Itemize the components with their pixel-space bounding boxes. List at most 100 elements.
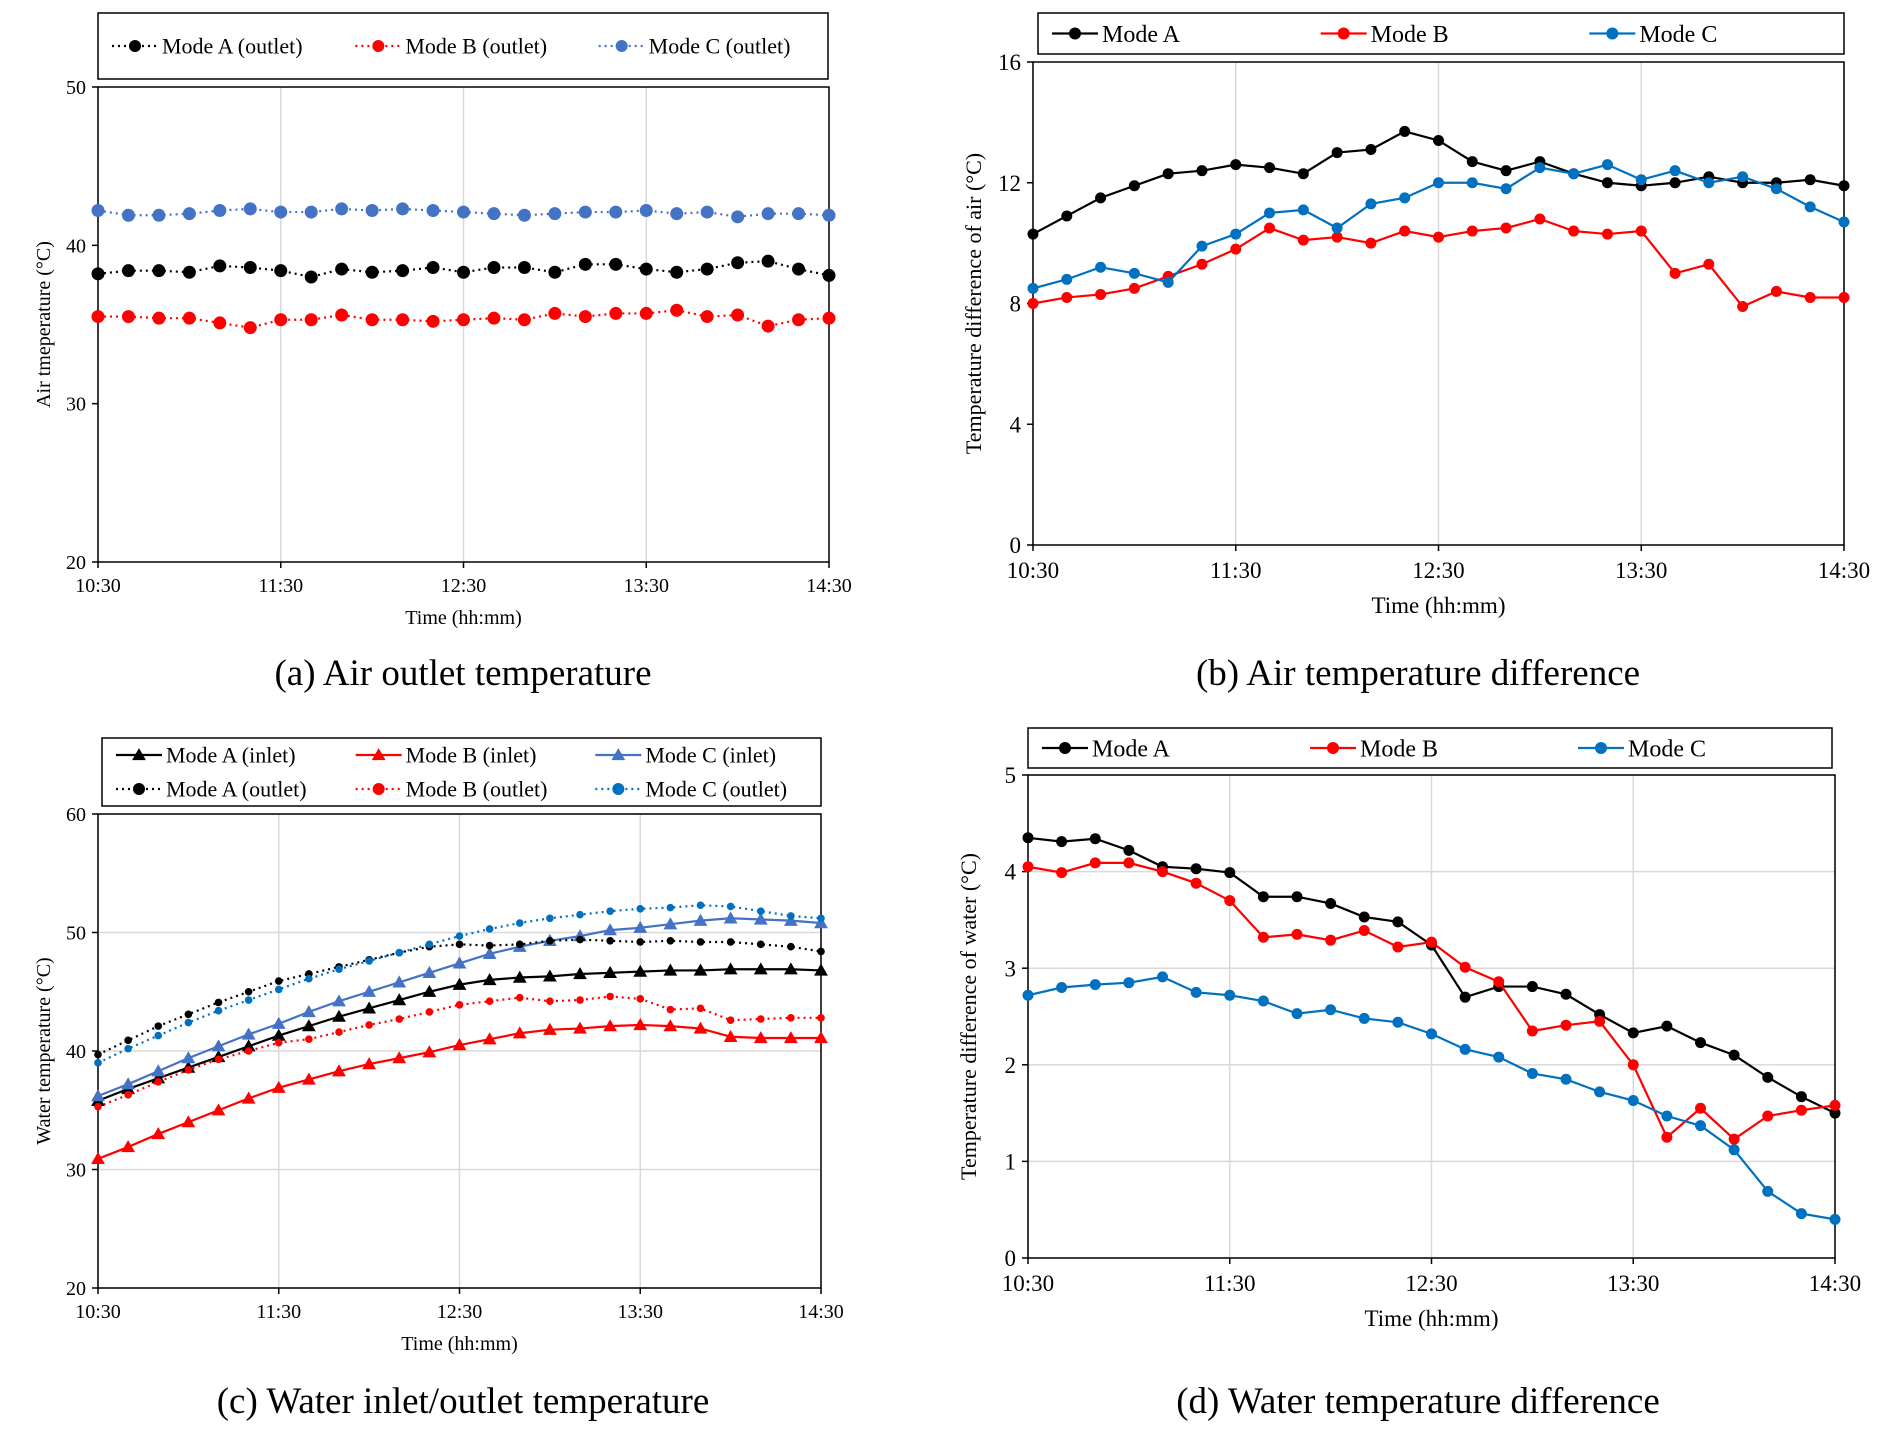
data-point (1196, 165, 1208, 177)
data-point (1190, 863, 1202, 875)
data-point (636, 938, 645, 946)
data-point (1399, 192, 1411, 204)
data-point (756, 907, 765, 915)
data-point (152, 264, 166, 278)
data-point (792, 262, 806, 276)
x-axis-title: Time (hh:mm) (401, 1333, 518, 1355)
data-point (124, 1044, 132, 1053)
data-point (693, 963, 708, 976)
data-point (1459, 961, 1471, 973)
data-point (244, 1047, 253, 1055)
series-mode-b-inlet (91, 1018, 828, 1165)
legend-b: Mode A Mode B Mode C (1037, 12, 1845, 55)
data-point (214, 1055, 223, 1064)
data-point (1795, 1104, 1807, 1116)
data-point (274, 977, 283, 985)
data-point (1795, 1091, 1807, 1103)
data-point (1291, 891, 1303, 903)
legend-label: Mode B (outlet) (405, 34, 547, 59)
x-tick-label: 10:30 (1002, 1271, 1054, 1296)
data-point (1728, 1049, 1740, 1061)
data-point (1500, 165, 1512, 177)
data-point (1196, 240, 1208, 252)
data-point (693, 913, 708, 926)
data-point (573, 967, 587, 980)
data-point (1128, 180, 1140, 192)
data-point (241, 1027, 256, 1040)
data-point (1466, 177, 1478, 189)
data-point (576, 996, 584, 1004)
data-point (1426, 1028, 1437, 1040)
data-point (1365, 198, 1377, 210)
x-tick-label: 11:30 (1210, 558, 1262, 583)
data-point (1500, 183, 1512, 195)
series-mode-b (1027, 213, 1850, 313)
data-point (452, 977, 467, 990)
data-point (1737, 171, 1749, 183)
data-point (636, 905, 645, 913)
data-point (1089, 979, 1101, 991)
legend-marker (1327, 742, 1339, 754)
data-point (761, 207, 775, 221)
caption-b: (b) Air temperature difference (1195, 653, 1641, 694)
x-tick-label: 12:30 (1412, 558, 1464, 583)
data-point (1500, 222, 1512, 234)
data-point (670, 303, 684, 317)
data-point (1162, 168, 1174, 180)
data-point (663, 917, 678, 930)
data-point (392, 975, 407, 988)
data-point (515, 993, 524, 1002)
data-point (305, 974, 313, 983)
legend-label: Mode A (outlet) (166, 777, 307, 802)
data-point (1331, 231, 1343, 243)
y-tick-label: 50 (66, 77, 86, 99)
data-point (274, 205, 288, 219)
legend-label: Mode A (outlet) (162, 34, 303, 59)
caption-c: (c) Water inlet/outlet temperature (216, 1381, 710, 1422)
data-point (515, 940, 524, 949)
data-point (422, 1045, 437, 1058)
data-point (1190, 877, 1202, 889)
data-point (152, 208, 166, 222)
y-tick-label: 0 (1005, 1246, 1017, 1271)
data-point (606, 992, 614, 1001)
data-point (422, 984, 437, 997)
x-tick-label: 14:30 (806, 575, 852, 597)
data-point (332, 994, 346, 1007)
data-point (1627, 1059, 1639, 1071)
data-point (362, 984, 377, 997)
data-point (1224, 867, 1236, 879)
data-point (1829, 1099, 1841, 1111)
data-point (1331, 222, 1343, 234)
data-point (1762, 1110, 1774, 1122)
data-point (1095, 288, 1107, 300)
data-point (1365, 144, 1377, 156)
x-tick-label: 10:30 (1007, 558, 1059, 583)
data-point (726, 938, 735, 946)
data-point (184, 1010, 193, 1019)
data-point (1123, 857, 1135, 869)
data-point (332, 1064, 346, 1077)
data-point (426, 204, 440, 217)
data-point (1399, 125, 1411, 137)
data-point (304, 313, 318, 327)
data-point (1358, 925, 1370, 937)
y-tick-label: 20 (66, 1278, 86, 1300)
x-axis-title: Time (hh:mm) (1365, 1306, 1499, 1331)
legend-label: Mode B (inlet) (406, 743, 537, 768)
data-point (1459, 991, 1471, 1003)
x-tick-label: 14:30 (798, 1301, 844, 1323)
data-point (1560, 1073, 1572, 1085)
axes-c: 10:30 11:30 12:30 13:30 14:30 20 30 40 50 60 (66, 804, 844, 1323)
data-point (121, 264, 135, 278)
data-point (1257, 995, 1269, 1007)
data-point (822, 311, 836, 325)
data-point (1027, 228, 1039, 240)
data-point (94, 1059, 102, 1067)
data-point (548, 306, 562, 320)
data-point (542, 1022, 557, 1035)
data-point (512, 970, 527, 983)
legend-label: Mode B (1360, 736, 1438, 762)
data-point (274, 985, 283, 994)
data-point (1661, 1131, 1673, 1143)
